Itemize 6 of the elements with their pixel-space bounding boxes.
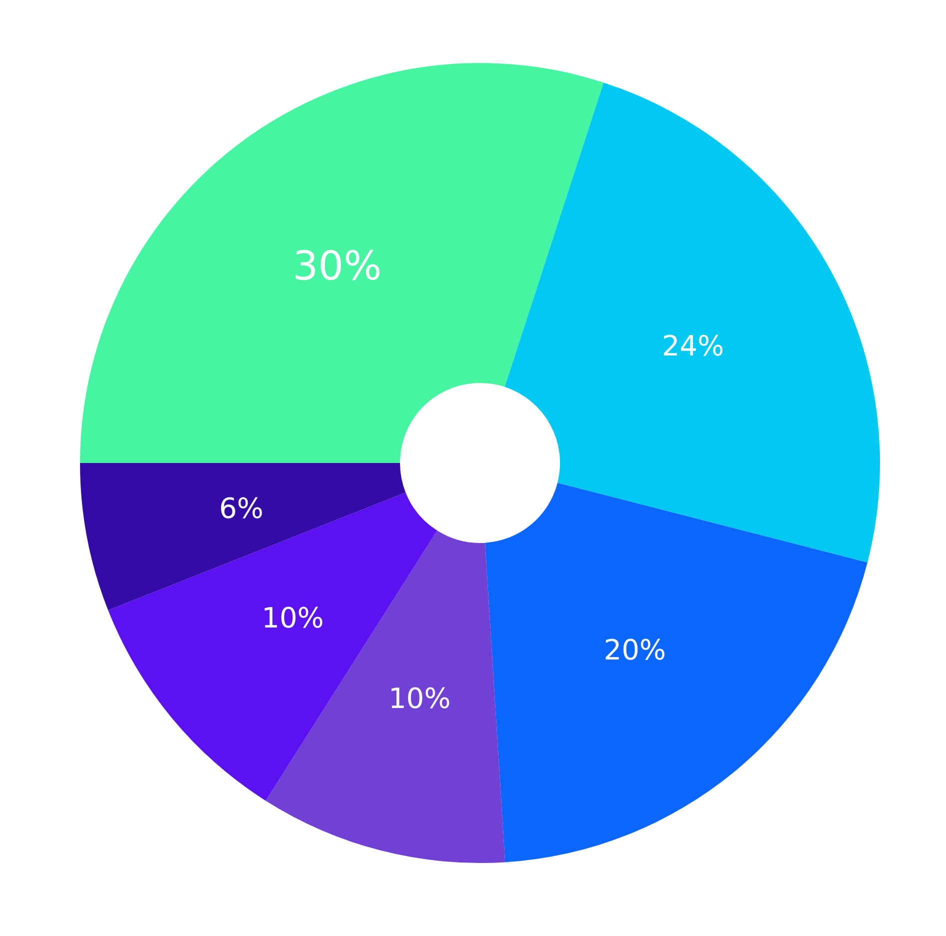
data-label: 10% — [262, 601, 324, 634]
data-label: 6% — [219, 492, 264, 526]
data-label: 10% — [388, 682, 451, 715]
data-label: 30% — [292, 243, 382, 290]
data-label: 24% — [662, 329, 724, 362]
data-label: 20% — [604, 634, 666, 667]
